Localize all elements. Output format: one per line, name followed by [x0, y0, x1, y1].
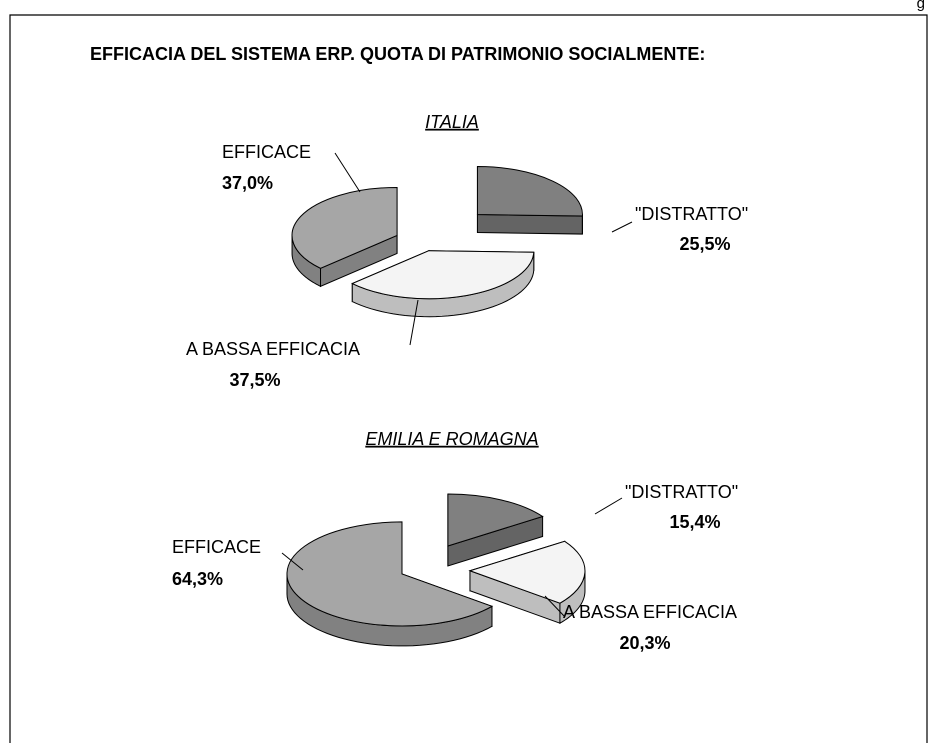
slice-label: "DISTRATTO" [625, 482, 738, 502]
leader-line [281, 552, 304, 571]
leader-line [334, 152, 361, 193]
pie-slice [291, 186, 398, 269]
slice-side [476, 214, 583, 235]
pie-title: ITALIA [425, 112, 479, 132]
pie-slice [447, 493, 544, 547]
slice-label: A BASSA EFFICACIA [563, 602, 737, 622]
main-title: EFFICACIA DEL SISTEMA ERP. QUOTA DI PATR… [90, 44, 705, 64]
slice-value-label: 37,5% [229, 370, 280, 390]
pie-slice [286, 521, 494, 627]
slice-value-label: 25,5% [679, 234, 730, 254]
leader-line [409, 299, 419, 346]
slice-label: EFFICACE [222, 142, 311, 162]
leader-line [611, 221, 633, 233]
slice-label: A BASSA EFFICACIA [186, 339, 360, 359]
pie-slice [351, 250, 535, 300]
slice-value-label: 37,0% [222, 173, 273, 193]
slice-label: "DISTRATTO" [635, 204, 748, 224]
pie-slice [468, 540, 586, 604]
page-label: g [917, 0, 925, 12]
leader-line [544, 595, 566, 618]
slice-value-label: 64,3% [172, 569, 223, 589]
leader-line [594, 497, 623, 515]
slice-value-label: 20,3% [619, 633, 670, 653]
pie-slice [476, 166, 583, 217]
pie-title: EMILIA E ROMAGNA [365, 429, 538, 449]
frame [9, 14, 928, 743]
slice-label: EFFICACE [172, 537, 261, 557]
slice-value-label: 15,4% [669, 512, 720, 532]
